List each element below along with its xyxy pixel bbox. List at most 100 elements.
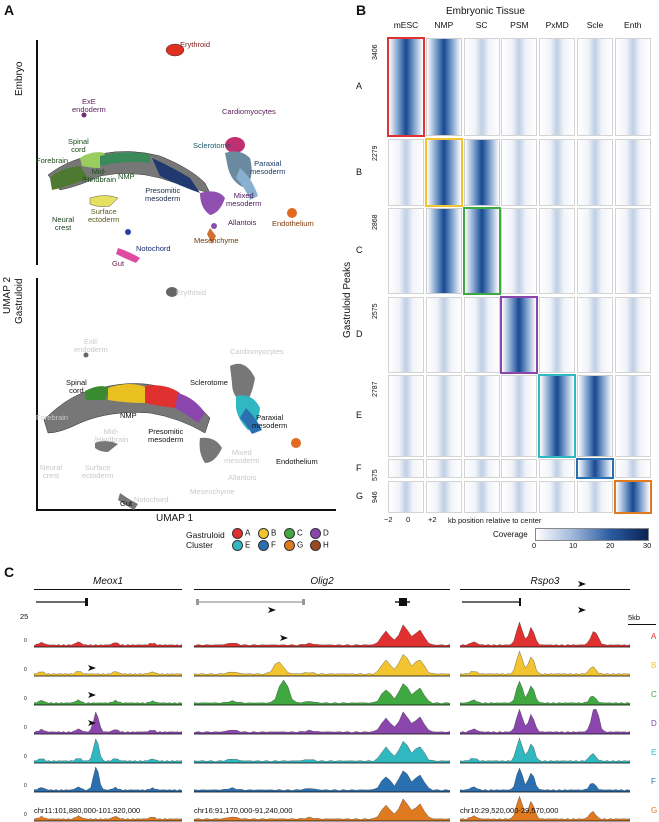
embryo-label-neural-crest: Neural crest xyxy=(52,215,75,232)
track-cluster-label-a: A xyxy=(651,632,657,641)
heatmap-col-header-pxmd: PxMD xyxy=(545,20,569,30)
heatmap-cell xyxy=(577,481,613,513)
coverage-area xyxy=(460,738,630,764)
heatmap-highlight-box xyxy=(538,374,577,458)
heatmap-cell xyxy=(501,139,538,206)
track-a-meox1 xyxy=(34,641,182,648)
legend-swatch-f xyxy=(258,540,269,551)
track-a-rspo3 xyxy=(460,622,630,648)
gene-models xyxy=(36,598,521,606)
track-cluster-label-g: G xyxy=(651,806,658,815)
scalebar xyxy=(628,624,656,625)
embryo-label-spinal-cord: Spinal cord xyxy=(68,137,89,154)
heatmap-cell xyxy=(501,208,538,294)
heatmap-cell xyxy=(577,38,613,136)
colorbar-tick: 10 xyxy=(569,541,578,550)
gene-region-bracket xyxy=(194,589,450,590)
embryo-label-nmp: NMP xyxy=(118,172,135,181)
heatmap-highlight-box xyxy=(500,296,539,374)
heatmap-x-axis-label: kb position relative to center xyxy=(448,516,542,525)
heatmap-cell xyxy=(501,481,538,513)
legend-key: D xyxy=(323,528,329,538)
track-f-meox1 xyxy=(34,767,182,793)
track-f-rspo3 xyxy=(460,767,630,793)
legend-swatch-g xyxy=(284,540,295,551)
colorbar xyxy=(535,528,649,541)
gene-title-meox1: Meox1 xyxy=(92,576,123,587)
legend-item-d: D xyxy=(310,528,329,539)
heatmap-col-header-enth: Enth xyxy=(624,20,642,30)
heatmap-cell xyxy=(501,297,538,373)
colorbar-tick: 0 xyxy=(532,541,537,550)
gastruloid-label-mid-hindbrain: Mid- /Hindbrain xyxy=(94,427,129,444)
track-y-min: 0 xyxy=(24,696,27,702)
heatmap-cell xyxy=(463,38,500,136)
legend-title: Gastruloid Cluster xyxy=(186,530,225,550)
legend-swatch-a xyxy=(232,528,243,539)
heatmap-y-axis-label: Gastruloid Peaks xyxy=(342,261,353,338)
coverage-area xyxy=(460,709,630,735)
coverage-area xyxy=(34,711,182,735)
heatmap-cell xyxy=(463,297,500,373)
heatmap-col-header-mesc: mESC xyxy=(393,20,419,30)
coverage-area xyxy=(460,651,630,677)
heatmap-cell xyxy=(614,459,651,478)
embryo-label-erythroid: Erythroid xyxy=(180,40,211,49)
heatmap-col-header-scle: Scle xyxy=(586,20,604,30)
heatmap-row-count: 2787 xyxy=(372,381,379,397)
umap1-axis-label: UMAP 1 xyxy=(156,513,194,524)
coverage-area xyxy=(460,622,630,648)
track-e-meox1 xyxy=(34,738,182,764)
embryo-label-surface-ectoderm: Surface ectoderm xyxy=(88,207,120,224)
heatmap-row-label-c: C xyxy=(356,245,363,255)
heatmap-cell xyxy=(425,38,462,136)
legend-item-f: F xyxy=(258,540,276,551)
umap-panel: Embryo Gastruloid UMAP 2 UMAP 1 Erythroi… xyxy=(0,18,350,551)
heatmap-cell xyxy=(425,481,462,513)
embryo-label-allantois: Allantois xyxy=(228,218,257,227)
gastruloid-label-allantois: Allantois xyxy=(228,473,257,482)
panel-a-letter: A xyxy=(4,2,15,18)
track-cluster-label-d: D xyxy=(651,719,657,728)
embryo-label-presomitic-mesoderm: Presomitic mesoderm xyxy=(145,186,181,203)
panel-c-letter: C xyxy=(4,564,15,580)
coverage-area xyxy=(194,711,450,735)
peak-arrowhead-icon xyxy=(88,692,96,698)
gastruloid-label-forebrain: Forebrain xyxy=(36,413,69,422)
track-cluster-label-b: B xyxy=(651,661,657,670)
heatmap-cell xyxy=(388,297,424,373)
heatmap-row-count: 2279 xyxy=(372,145,379,161)
embryo-label-forebrain: Forebrain xyxy=(36,156,69,165)
legend-key: H xyxy=(323,540,329,550)
peak-arrowhead-icon xyxy=(578,581,586,587)
heatmap-cell xyxy=(388,459,424,478)
legend-key: C xyxy=(297,528,303,538)
coverage-area xyxy=(34,671,182,677)
cluster-legend: Gastruloid Cluster A B C D E F G H xyxy=(186,528,346,556)
peak-arrowhead-icon xyxy=(88,665,96,671)
heatmap-row-count: 946 xyxy=(372,491,379,503)
heatmap-cell xyxy=(539,459,576,478)
heatmap-row-count: 2575 xyxy=(372,303,379,319)
heatmap-highlight-box xyxy=(576,458,614,479)
peak-arrowhead-icon xyxy=(578,607,586,613)
embryo-label-mesenchyme: Mesenchyme xyxy=(194,236,239,245)
heatmap-row-label-d: D xyxy=(356,329,363,339)
legend-item-e: E xyxy=(232,540,250,551)
heatmap-row-label-b: B xyxy=(356,166,363,177)
gastruloid-label-erythroid: Erythroid xyxy=(176,288,207,297)
genomic-coordinate: chr10:29,520,000-29,570,000 xyxy=(460,806,559,815)
embryo-label-paraxial-mesoderm: Paraxial mesoderm xyxy=(250,159,286,176)
legend-key: G xyxy=(297,540,304,550)
track-b-meox1 xyxy=(34,671,182,677)
embryo-label-endothelium: Endothelium xyxy=(272,219,314,228)
heatmap-cell xyxy=(614,139,651,206)
gastruloid-label-paraxial-mesoderm: Paraxial mesoderm xyxy=(252,413,288,430)
track-y-min: 0 xyxy=(24,667,27,673)
legend-key: B xyxy=(271,528,277,538)
heatmap-cell xyxy=(388,139,424,206)
gastruloid-label-mixed-mesoderm: Mixed mesoderm xyxy=(224,448,260,465)
track-y-min: 0 xyxy=(24,725,27,731)
heatmap-col-header-nmp: NMP xyxy=(434,20,454,30)
heatmap-cell xyxy=(501,459,538,478)
